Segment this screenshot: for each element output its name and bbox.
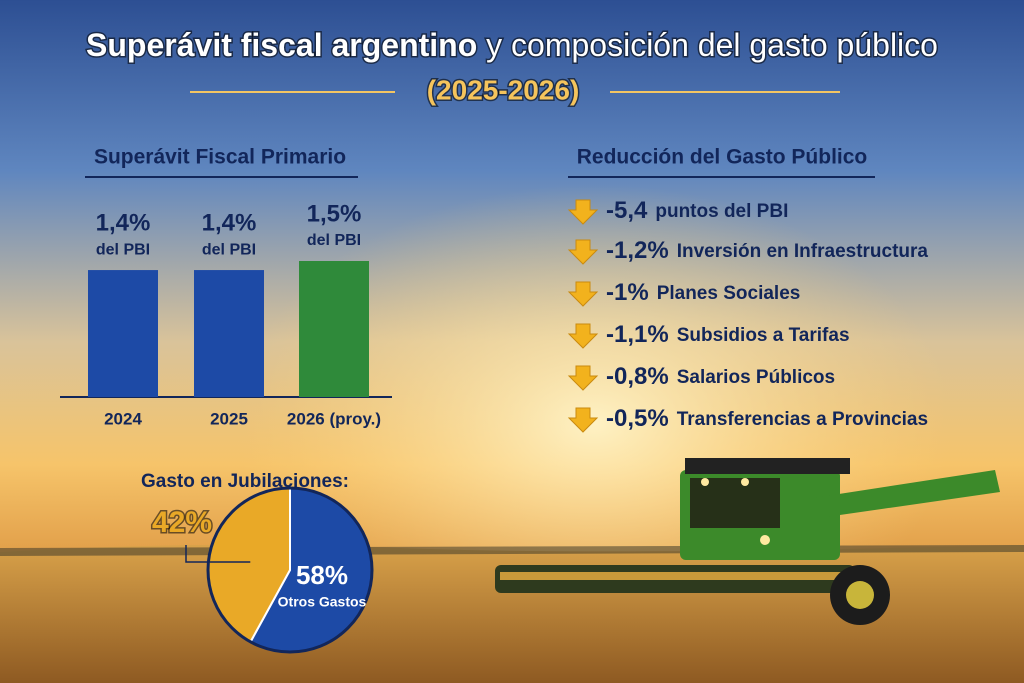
harvester — [495, 458, 1000, 625]
down-arrow — [567, 281, 599, 307]
connector — [185, 545, 251, 563]
bar-title: Superávit Fiscal Primario — [94, 146, 346, 169]
value-label: 1,4% — [96, 209, 151, 236]
reduction-item: -1% Planes Sociales — [606, 279, 800, 306]
reduction-item: -1,2% Inversión en Infraestructura — [606, 237, 928, 264]
reduction-title: Reducción del Gasto Público — [577, 146, 868, 169]
reduction-label: Inversión en Infraestructura — [677, 241, 929, 262]
title-bold: Superávit fiscal argentino — [86, 27, 477, 63]
reduction-amount: -1,1% — [606, 321, 669, 348]
reduction-amount: -0,8% — [606, 363, 669, 390]
reduction-amount: -0,5% — [606, 405, 669, 432]
slice-label: 42% — [152, 506, 212, 539]
slice-name: Otros Gastos — [278, 594, 367, 610]
down-arrow — [567, 323, 599, 349]
reduction-item: -5,4 puntos del PBI — [606, 197, 788, 224]
value-note: del PBI — [307, 232, 361, 249]
reduction-label: Planes Sociales — [657, 283, 801, 304]
reduction-label: puntos del PBI — [655, 201, 788, 222]
reduction-amount: -5,4 — [606, 197, 648, 224]
reduction-item: -1,1% Subsidios a Tarifas — [606, 321, 850, 348]
value-note: del PBI — [96, 241, 150, 258]
bar — [299, 261, 369, 397]
down-arrow — [567, 239, 599, 265]
category-label: 2024 — [104, 409, 142, 428]
title-rest: y composición del gasto público — [486, 27, 938, 63]
pie-title: Gasto en Jubilaciones: — [141, 471, 349, 492]
down-arrow — [567, 407, 599, 433]
value-note: del PBI — [202, 241, 256, 258]
title: Superávit fiscal argentino y composición… — [86, 27, 938, 63]
reduction-label: Salarios Públicos — [677, 367, 835, 388]
subtitle: (2025-2026) — [427, 74, 580, 105]
category-label: 2026 (proy.) — [287, 409, 381, 428]
category-label: 2025 — [210, 409, 248, 428]
bar — [194, 270, 264, 397]
reduction-amount: -1,2% — [606, 237, 669, 264]
bar — [88, 270, 158, 397]
reduction-label: Transferencias a Provincias — [677, 409, 928, 430]
reduction-amount: -1% — [606, 279, 649, 306]
down-arrow — [567, 365, 599, 391]
down-arrow — [567, 199, 599, 225]
reduction-item: -0,5% Transferencias a Provincias — [606, 405, 928, 432]
pie-rim — [206, 486, 374, 654]
reduction-item: -0,8% Salarios Públicos — [606, 363, 835, 390]
reduction-label: Subsidios a Tarifas — [677, 325, 850, 346]
slice-label: 58% — [296, 560, 348, 590]
value-label: 1,4% — [202, 209, 257, 236]
value-label: 1,5% — [307, 200, 362, 227]
